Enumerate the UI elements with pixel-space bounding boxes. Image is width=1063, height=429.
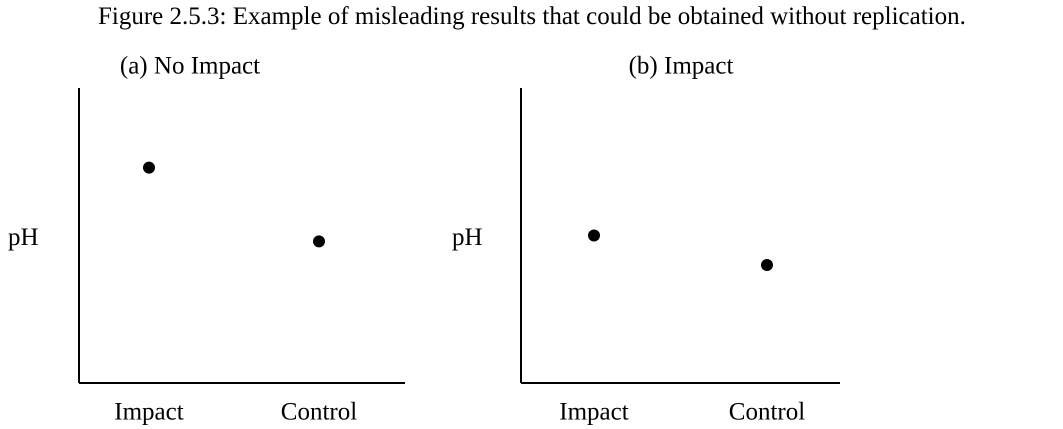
- data-point: [588, 229, 600, 242]
- data-point: [143, 161, 155, 174]
- data-point: [761, 259, 773, 271]
- chart-title: (a) No Impact: [120, 53, 260, 80]
- data-point: [313, 235, 325, 248]
- x-tick-label: Control: [281, 399, 357, 426]
- y-axis-label: pH: [452, 224, 483, 251]
- x-tick-label: Impact: [559, 399, 628, 426]
- x-tick-label: Control: [729, 399, 805, 426]
- x-tick-label: Impact: [114, 399, 183, 426]
- figure-caption: Figure 2.5.3: Example of misleading resu…: [98, 3, 966, 30]
- chart-title: (b) Impact: [629, 53, 734, 80]
- y-axis-label: pH: [8, 224, 39, 251]
